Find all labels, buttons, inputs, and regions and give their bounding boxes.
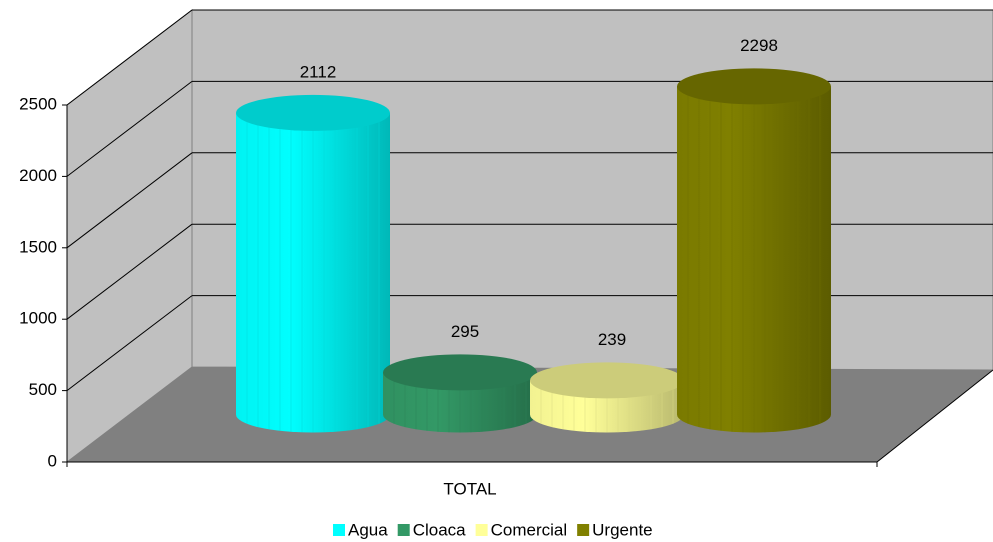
grid-line [66,295,193,391]
grid-line [66,152,193,249]
data-label: 239 [598,330,626,349]
y-tick-label: 0 [48,451,57,470]
legend-swatch [397,524,410,536]
cylinder-top [383,354,537,391]
legend-label: Comercial [491,520,568,539]
y-tick-label: 2000 [19,166,57,185]
data-label: 2112 [300,62,337,81]
legend-swatch [333,524,345,536]
y-tick-label: 1000 [19,309,57,328]
grid-line [66,81,193,177]
legend-label: Urgente [592,520,652,539]
legend-swatch [475,524,488,536]
grid-line [66,9,193,106]
legend-label: Agua [348,520,388,539]
axis-line [876,369,993,463]
cylinder-top [677,68,831,105]
cylinder-top [530,362,684,399]
legend-label: Cloaca [413,520,466,539]
cylinder-top [236,94,390,131]
y-tick-label: 1500 [19,237,57,256]
y-tick-label: 2500 [19,94,57,113]
x-tick-label: TOTAL [443,479,496,498]
data-label: 2298 [740,36,778,55]
legend-swatch [577,524,590,536]
y-tick-label: 500 [29,380,57,399]
grid-line [66,223,193,320]
data-label: 295 [451,322,479,341]
